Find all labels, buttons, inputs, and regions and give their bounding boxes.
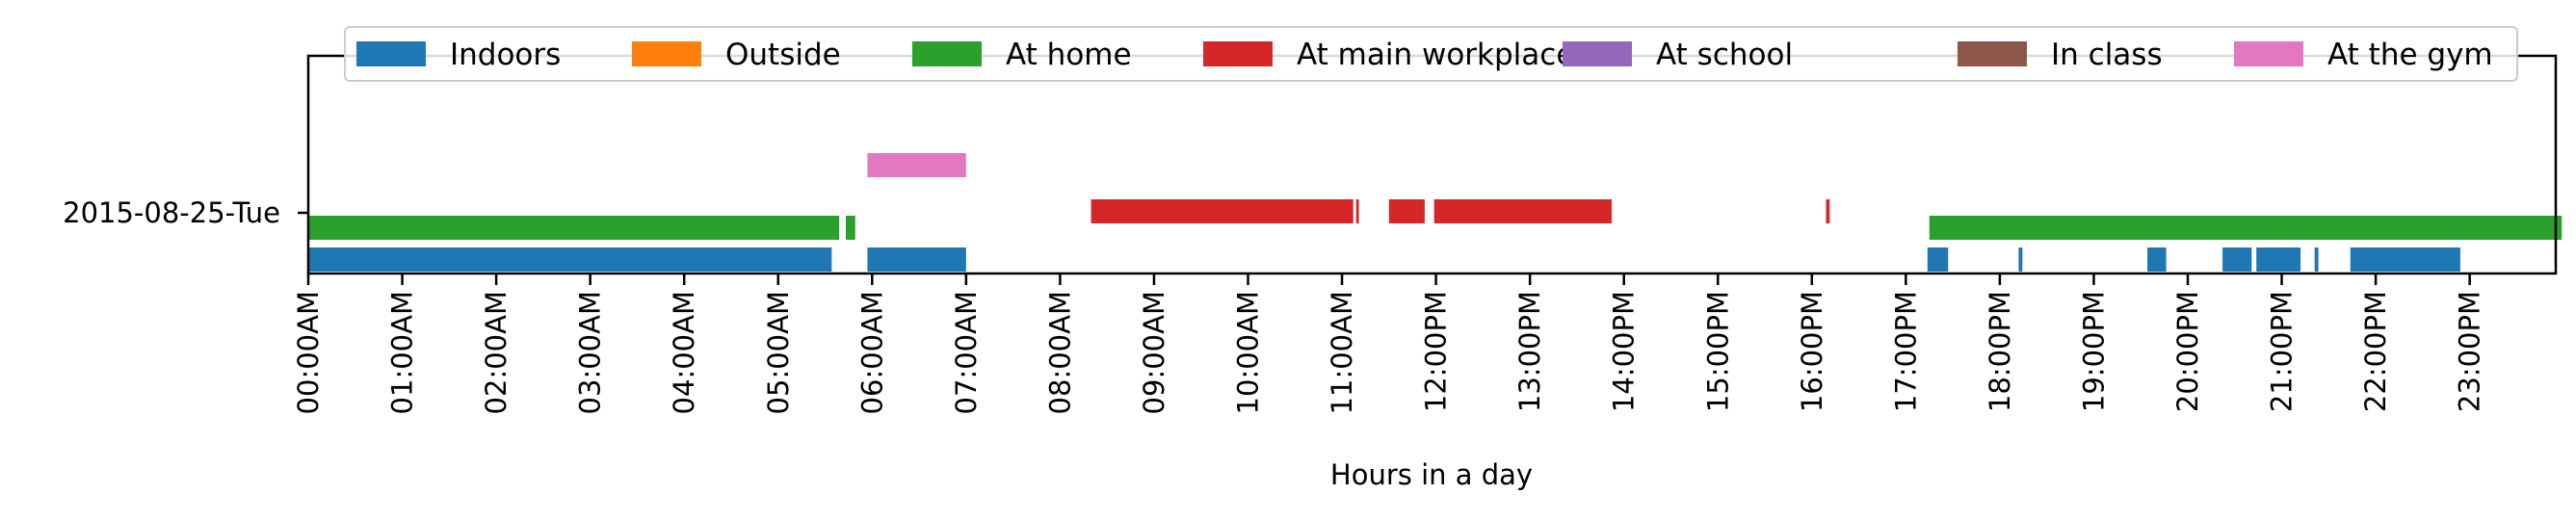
x-tick-label: 00:00AM — [292, 291, 325, 414]
x-tick-label: 17:00PM — [1889, 291, 1922, 412]
interval-bars — [308, 153, 2563, 272]
interval-bar — [1433, 199, 1613, 223]
interval-bar — [1927, 247, 1949, 272]
x-tick-label: 12:00PM — [1420, 291, 1453, 412]
interval-bar — [2314, 247, 2319, 272]
x-tick-label: 20:00PM — [2171, 291, 2204, 412]
x-axis-label: Hours in a day — [1330, 458, 1533, 491]
legend-label: Outside — [725, 38, 841, 72]
legend: Indoors Outside At home At main workplace At… — [344, 26, 2518, 82]
legend-label: At the gym — [2327, 38, 2493, 72]
legend-swatch — [1203, 41, 1273, 66]
x-tick-label: 16:00PM — [1796, 291, 1828, 412]
interval-bar — [1929, 216, 2563, 240]
interval-bar — [1091, 199, 1354, 223]
legend-label: Indoors — [450, 38, 561, 72]
legend-swatch — [356, 41, 426, 66]
interval-bar — [308, 216, 840, 240]
x-tick-label: 09:00AM — [1138, 291, 1170, 414]
x-tick-label: 01:00AM — [386, 291, 419, 414]
y-tick-label: 2015-08-25-Tue — [63, 196, 280, 229]
x-tick-label: 21:00PM — [2266, 291, 2299, 412]
legend-swatch — [1563, 41, 1632, 66]
x-tick-label: 14:00PM — [1608, 291, 1641, 412]
legend-swatch — [632, 41, 701, 66]
interval-bar — [1826, 199, 1830, 223]
legend-swatch — [1958, 41, 2027, 66]
interval-bar — [2018, 247, 2023, 272]
legend-label: At school — [1656, 38, 1793, 72]
legend-swatch — [2234, 41, 2303, 66]
legend-label: In class — [2051, 38, 2163, 72]
x-tick-label: 04:00AM — [668, 291, 700, 414]
x-tick-label: 13:00PM — [1513, 291, 1546, 412]
x-tick-label: 03:00AM — [574, 291, 607, 414]
plot-frame — [306, 54, 2558, 275]
interval-bar — [2256, 247, 2301, 272]
interval-bar — [2147, 247, 2167, 272]
interval-bar — [867, 153, 966, 177]
x-tick-label: 07:00AM — [950, 291, 983, 414]
x-tick-label: 15:00PM — [1701, 291, 1734, 412]
interval-bar — [2350, 247, 2460, 272]
interval-bar — [308, 247, 832, 272]
x-tick-label: 18:00PM — [1984, 291, 2016, 412]
x-tick-label: 11:00AM — [1326, 291, 1358, 414]
legend-swatch — [912, 41, 982, 66]
x-axis: 00:00AM 01:00AM 02:00AM 03:00AM 04:00AM 05:00… — [292, 273, 2486, 414]
interval-bar — [1388, 199, 1425, 223]
x-tick-label: 22:00PM — [2359, 291, 2392, 412]
interval-bar — [1355, 199, 1359, 223]
x-tick-label: 19:00PM — [2077, 291, 2110, 412]
legend-frame — [344, 26, 2518, 82]
interval-bar — [2222, 247, 2252, 272]
y-axis: 2015-08-25-Tue — [63, 196, 308, 229]
legend-label: At home — [1006, 38, 1132, 72]
x-tick-label: 10:00AM — [1232, 291, 1265, 414]
x-tick-label: 23:00PM — [2454, 291, 2486, 412]
interval-bar — [867, 247, 966, 272]
legend-label: At main workplace — [1297, 38, 1574, 72]
x-tick-label: 08:00AM — [1043, 291, 1076, 414]
x-tick-label: 02:00AM — [480, 291, 513, 414]
x-tick-label: 06:00AM — [855, 291, 888, 414]
x-tick-label: 05:00AM — [762, 291, 795, 414]
interval-bar — [845, 216, 855, 240]
